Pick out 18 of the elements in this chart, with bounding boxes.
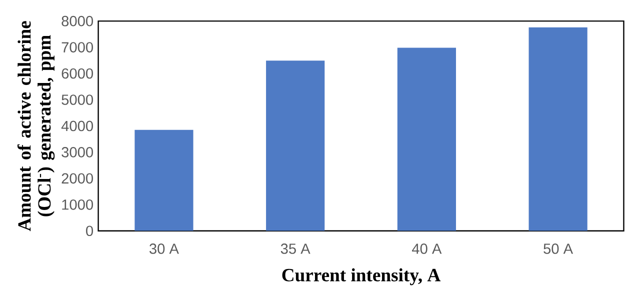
y-tick-label: 5000 [62, 94, 93, 105]
x-tick-label: 30 A [150, 244, 179, 254]
bar [397, 48, 456, 231]
x-axis-title: Current intensity, A [282, 268, 441, 286]
y-tick-label: 6000 [62, 68, 93, 79]
y-tick-label: 2000 [62, 173, 93, 184]
x-tick-label: 35 A [280, 244, 310, 254]
y-tick-label: 0 [86, 226, 94, 236]
bar [528, 27, 588, 231]
bar [134, 130, 194, 231]
y-tick-label: 3000 [62, 147, 93, 158]
x-tick-label: 50 A [544, 244, 574, 254]
x-tick-label: 40 A [412, 244, 442, 254]
y-tick-label: 8000 [62, 16, 93, 26]
y-tick-label: 1000 [62, 199, 93, 210]
y-tick-label: 4000 [61, 120, 93, 132]
y-tick-label: 7000 [62, 42, 93, 52]
bar [266, 60, 325, 231]
